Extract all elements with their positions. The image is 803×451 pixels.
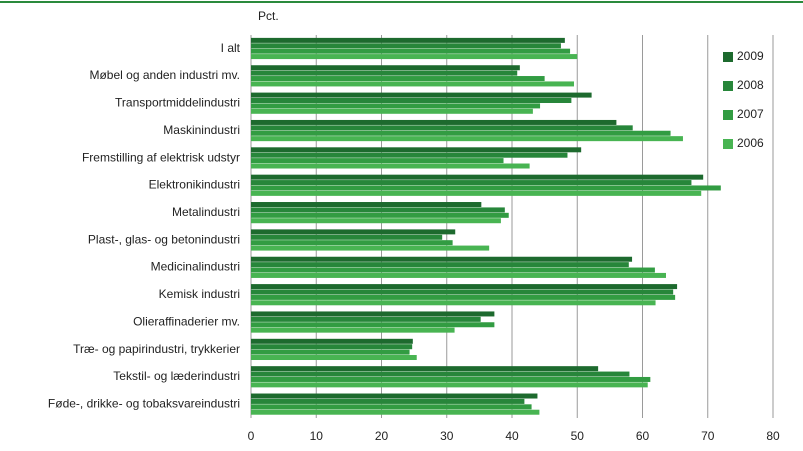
bar (251, 54, 578, 60)
x-tick-label: 30 (440, 429, 454, 443)
bar (251, 376, 651, 382)
bar (251, 152, 568, 158)
bar (251, 300, 656, 306)
bar (251, 398, 525, 404)
y-tick-label: Medicinalindustri (151, 260, 240, 274)
bar (251, 284, 678, 290)
legend-swatch (723, 52, 733, 62)
bar (251, 245, 490, 251)
y-tick-label: Metalindustri (172, 205, 240, 219)
bar (251, 190, 702, 196)
x-tick-label: 20 (375, 429, 389, 443)
bar (251, 267, 655, 273)
x-tick-label: 80 (766, 429, 780, 443)
bar (251, 294, 676, 300)
y-tick-label: Kemisk industri (159, 287, 240, 301)
y-tick-label: Fremstilling af elektrisk udstyr (82, 150, 240, 164)
bar (251, 272, 666, 278)
bar (251, 158, 504, 164)
y-tick-label: Tekstil- og læderindustri (113, 369, 240, 383)
bar (251, 289, 674, 295)
bar (251, 262, 629, 268)
bar (251, 130, 671, 136)
axis-label: Pct. (258, 9, 279, 23)
y-tick-label: I alt (221, 41, 241, 55)
bar (251, 240, 453, 246)
bar (251, 344, 413, 350)
bar (251, 338, 413, 344)
bar (251, 393, 538, 399)
bar (251, 349, 410, 355)
bar (251, 234, 443, 240)
legend-swatch (723, 139, 733, 149)
bar (251, 185, 721, 191)
y-tick-label: Olieraffinaderier mv. (133, 314, 240, 328)
bar (251, 48, 571, 54)
bar (251, 65, 520, 71)
y-tick-label: Træ- og papirindustri, trykkerier (73, 342, 240, 356)
bar (251, 404, 532, 410)
x-tick-label: 0 (248, 429, 255, 443)
x-tick-label: 70 (701, 429, 715, 443)
legend-label: 2009 (737, 49, 764, 63)
bar (251, 97, 572, 103)
legend-label: 2006 (737, 136, 764, 150)
y-tick-label: Plast-, glas- og betonindustri (88, 232, 240, 246)
x-tick-label: 10 (310, 429, 324, 443)
y-tick-label: Møbel og anden industri mv. (89, 68, 240, 82)
y-tick-label: Transportmiddelindustri (115, 96, 240, 110)
bar (251, 125, 633, 131)
bar (251, 322, 495, 328)
legend-label: 2008 (737, 78, 764, 92)
bar (251, 76, 545, 82)
y-tick-label: Maskinindustri (163, 123, 240, 137)
bar (251, 382, 648, 388)
x-tick-label: 60 (636, 429, 650, 443)
bar (251, 212, 509, 218)
bar (251, 355, 417, 361)
bar (251, 81, 574, 87)
bar (251, 37, 565, 43)
bar (251, 202, 482, 208)
bar (251, 180, 692, 186)
y-tick-label: Elektronikindustri (149, 178, 240, 192)
bar (251, 92, 592, 98)
bar (251, 366, 599, 372)
bar (251, 371, 630, 377)
bar (251, 316, 481, 322)
bar (251, 147, 582, 153)
legend-swatch (723, 81, 733, 91)
bar (251, 163, 530, 169)
bar (251, 229, 456, 235)
legend-swatch (723, 110, 733, 120)
bar (251, 103, 541, 109)
bar (251, 70, 518, 76)
bar (251, 174, 704, 180)
bar (251, 311, 495, 317)
legend-label: 2007 (737, 107, 764, 121)
y-tick-label: Føde-, drikke- og tobaksvareindustri (48, 396, 240, 410)
bar (251, 136, 683, 142)
bar (251, 218, 501, 224)
bar (251, 119, 617, 125)
bar (251, 256, 633, 262)
x-tick-label: 50 (571, 429, 585, 443)
bar (251, 207, 505, 213)
bar (251, 108, 533, 114)
bar (251, 409, 540, 415)
bar (251, 43, 561, 49)
bar (251, 327, 455, 333)
x-tick-label: 40 (505, 429, 519, 443)
